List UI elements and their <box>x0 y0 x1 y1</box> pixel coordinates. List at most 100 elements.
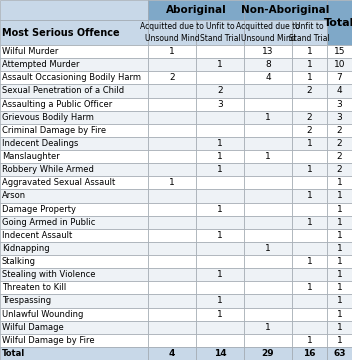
Bar <box>0 321 148 334</box>
Text: 1: 1 <box>217 152 223 161</box>
Bar <box>292 71 327 84</box>
Text: Stealing with Violence: Stealing with Violence <box>2 270 95 279</box>
Text: Unfit to
Stand Trial: Unfit to Stand Trial <box>200 22 240 42</box>
Text: 1: 1 <box>337 323 342 332</box>
Bar <box>196 98 244 111</box>
Text: 1: 1 <box>217 204 223 213</box>
Text: 1: 1 <box>217 310 223 319</box>
Text: 1: 1 <box>217 139 223 148</box>
Bar <box>148 45 196 58</box>
Text: 1: 1 <box>265 152 271 161</box>
Bar <box>148 229 196 242</box>
Bar <box>0 84 148 98</box>
Text: 1: 1 <box>217 270 223 279</box>
Bar <box>196 334 244 347</box>
Text: Total: Total <box>2 349 25 358</box>
Bar <box>148 150 196 163</box>
Bar <box>196 176 244 189</box>
Bar <box>327 0 352 45</box>
Bar <box>327 268 352 281</box>
Bar <box>0 98 148 111</box>
Bar <box>244 111 292 124</box>
Bar <box>196 294 244 307</box>
Bar <box>292 176 327 189</box>
Bar <box>196 189 244 202</box>
Bar <box>148 176 196 189</box>
Bar <box>327 307 352 321</box>
Bar <box>0 307 148 321</box>
Text: 1: 1 <box>307 60 312 69</box>
Text: 16: 16 <box>303 349 316 358</box>
Bar <box>327 163 352 176</box>
Text: Robbery While Armed: Robbery While Armed <box>2 165 94 174</box>
Text: 1: 1 <box>265 323 271 332</box>
Text: 1: 1 <box>217 296 223 305</box>
Bar <box>244 268 292 281</box>
Bar <box>148 321 196 334</box>
Bar <box>148 334 196 347</box>
Text: 1: 1 <box>217 60 223 69</box>
Text: Assault Occasioning Bodily Harm: Assault Occasioning Bodily Harm <box>2 73 141 82</box>
Text: 1: 1 <box>337 218 342 227</box>
Bar <box>292 334 327 347</box>
Bar <box>148 294 196 307</box>
Bar <box>244 0 327 20</box>
Text: 1: 1 <box>337 244 342 253</box>
Bar <box>292 242 327 255</box>
Text: 3: 3 <box>337 100 342 109</box>
Text: Trespassing: Trespassing <box>2 296 51 305</box>
Bar <box>196 137 244 150</box>
Bar <box>244 202 292 216</box>
Text: 10: 10 <box>334 60 345 69</box>
Text: 63: 63 <box>333 349 346 358</box>
Bar <box>327 321 352 334</box>
Text: 1: 1 <box>307 336 312 345</box>
Bar <box>148 189 196 202</box>
Bar <box>196 255 244 268</box>
Bar <box>0 71 148 84</box>
Bar <box>196 71 244 84</box>
Bar <box>196 202 244 216</box>
Text: 1: 1 <box>337 283 342 292</box>
Bar <box>0 111 148 124</box>
Text: 1: 1 <box>169 178 175 187</box>
Text: 1: 1 <box>307 283 312 292</box>
Bar <box>244 216 292 229</box>
Text: 1: 1 <box>265 244 271 253</box>
Text: 1: 1 <box>217 165 223 174</box>
Text: 1: 1 <box>337 257 342 266</box>
Bar <box>196 111 244 124</box>
Bar <box>196 216 244 229</box>
Text: 1: 1 <box>217 231 223 240</box>
Bar <box>196 321 244 334</box>
Text: Indecent Dealings: Indecent Dealings <box>2 139 78 148</box>
Bar <box>292 281 327 294</box>
Text: Acquitted due to
Unsound Mind: Acquitted due to Unsound Mind <box>140 22 204 42</box>
Text: 1: 1 <box>307 165 312 174</box>
Bar <box>0 163 148 176</box>
Bar <box>244 347 292 360</box>
Bar <box>0 137 148 150</box>
Text: 2: 2 <box>307 113 312 122</box>
Bar <box>292 163 327 176</box>
Bar <box>244 307 292 321</box>
Bar <box>327 242 352 255</box>
Bar <box>244 242 292 255</box>
Text: Unlawful Wounding: Unlawful Wounding <box>2 310 83 319</box>
Bar <box>244 124 292 137</box>
Bar <box>327 176 352 189</box>
Text: 4: 4 <box>337 86 342 95</box>
Text: Aboriginal: Aboriginal <box>166 5 226 15</box>
Text: Assaulting a Public Officer: Assaulting a Public Officer <box>2 100 112 109</box>
Bar <box>244 229 292 242</box>
Bar <box>148 307 196 321</box>
Bar <box>327 71 352 84</box>
Bar <box>148 281 196 294</box>
Text: Arson: Arson <box>2 192 26 201</box>
Text: 1: 1 <box>337 204 342 213</box>
Text: Indecent Assault: Indecent Assault <box>2 231 72 240</box>
Bar <box>292 255 327 268</box>
Bar <box>0 294 148 307</box>
Bar <box>292 321 327 334</box>
Text: 1: 1 <box>337 270 342 279</box>
